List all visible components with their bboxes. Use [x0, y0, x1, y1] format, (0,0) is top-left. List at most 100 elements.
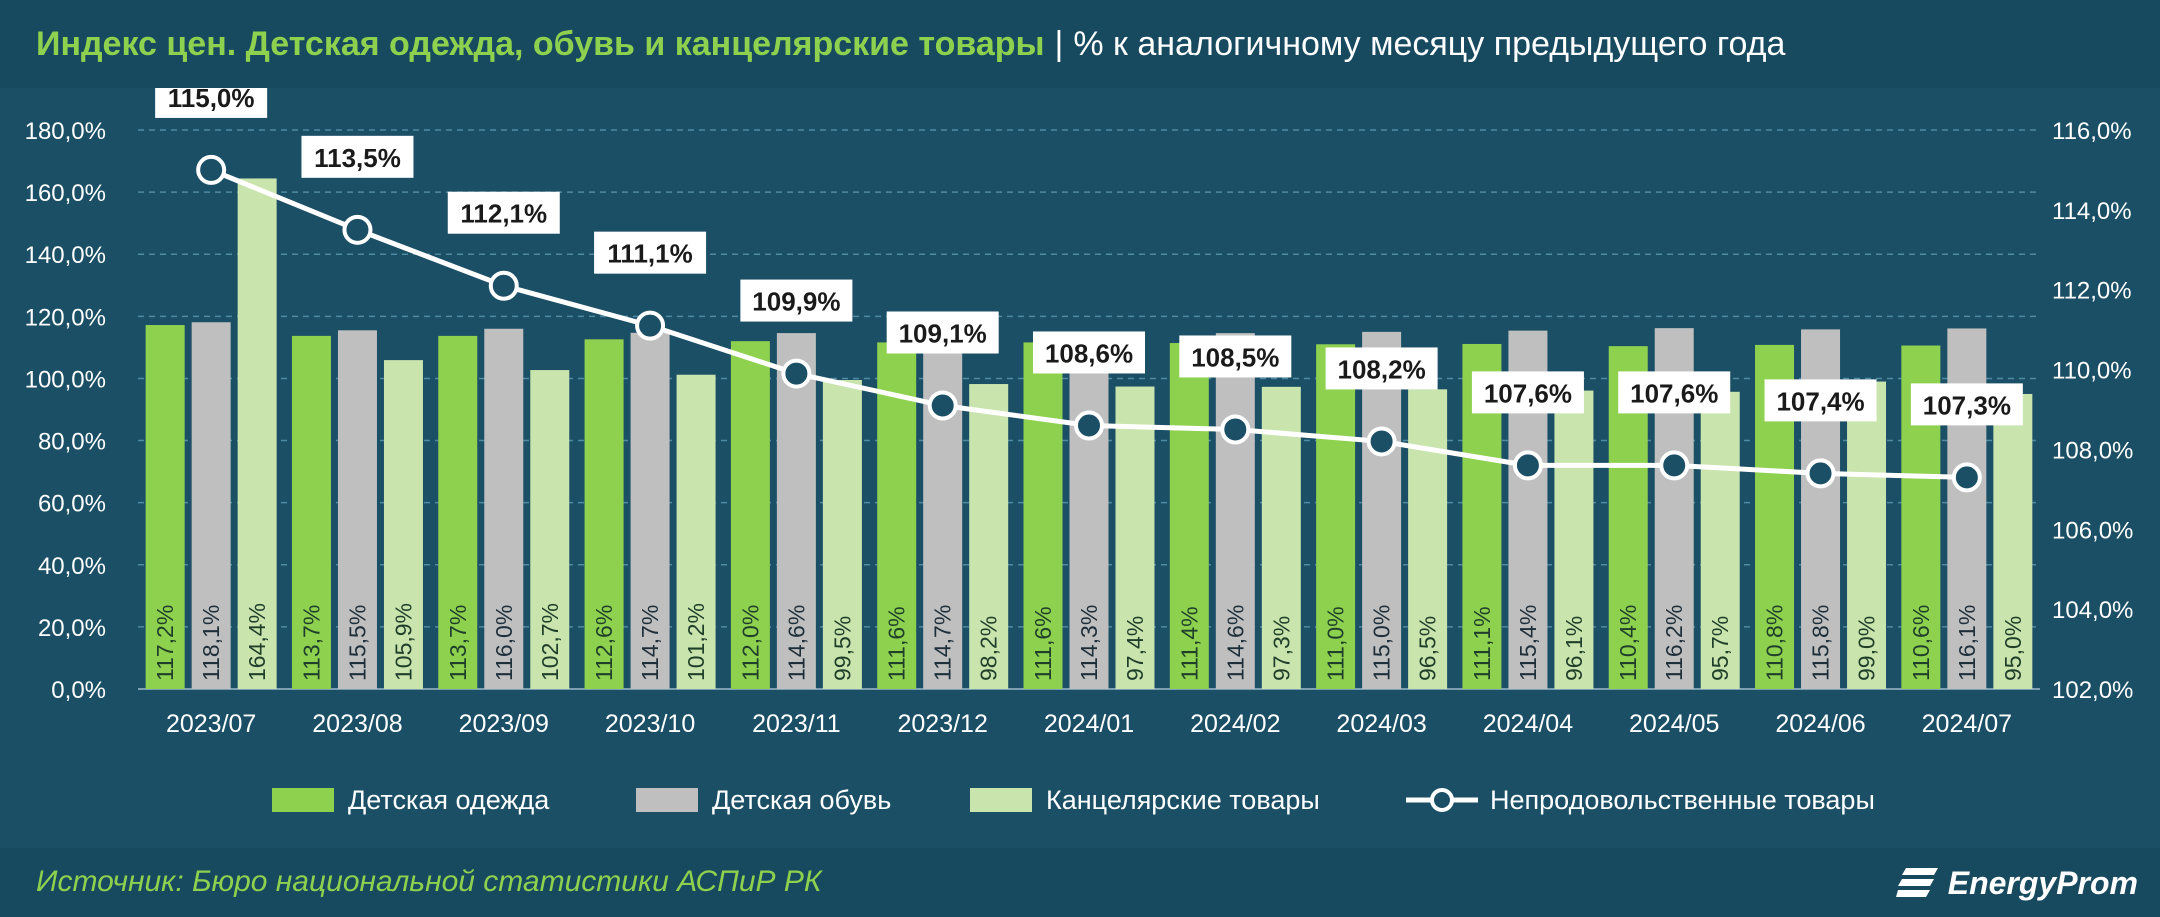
bar-value-label: 96,5%: [1415, 616, 1441, 681]
bar-2: [776, 333, 816, 689]
bar-value-label: 113,7%: [445, 605, 471, 681]
x-tick-label: 2024/03: [1336, 710, 1426, 738]
line-value-label: 115,0%: [168, 88, 255, 113]
bar-value-label: 95,7%: [1707, 616, 1733, 681]
line-label-box: [1910, 383, 2023, 426]
bar-3: [383, 360, 423, 689]
logo-text: EnergyProm: [1947, 864, 2138, 901]
bar-1: [1023, 342, 1063, 689]
line-value-label: 107,6%: [1484, 378, 1572, 408]
line-value-label: 111,1%: [607, 239, 692, 269]
y2-tick-label: 104,0%: [2052, 597, 2133, 624]
x-tick-label: 2024/01: [1044, 710, 1134, 738]
line-point: [1951, 462, 1982, 493]
y-tick-label: 180,0%: [25, 118, 106, 145]
line-point: [1220, 414, 1251, 445]
bar-value-label: 98,2%: [976, 616, 1002, 681]
bar-3: [1261, 386, 1301, 689]
line-value-label: 108,5%: [1191, 342, 1279, 372]
y-tick-label: 160,0%: [25, 180, 106, 207]
legend-line-marker: [1430, 788, 1454, 812]
y-tick-label: 80,0%: [38, 429, 106, 456]
bar-value-label: 114,7%: [637, 605, 663, 681]
line-value-label: 107,3%: [1923, 390, 2011, 420]
bar-value-label: 113,7%: [298, 605, 324, 681]
y-tick-label: 0,0%: [51, 677, 106, 704]
bar-value-label: 114,7%: [930, 605, 956, 681]
bar-2: [1215, 333, 1255, 689]
bar-value-label: 96,1%: [1561, 616, 1587, 681]
line-point: [927, 390, 958, 421]
line-value-label: 109,9%: [752, 287, 840, 317]
x-tick-label: 2023/12: [898, 710, 988, 738]
line-point: [342, 214, 373, 245]
footer: Источник: Бюро национальной статистики А…: [0, 848, 2160, 917]
bar-value-label: 111,0%: [1323, 606, 1349, 681]
bar-2: [630, 332, 670, 689]
line-label-box: [447, 191, 560, 234]
bar-value-label: 110,6%: [1908, 605, 1934, 681]
bar-value-label: 97,3%: [1268, 616, 1294, 681]
bar-value-label: 114,6%: [783, 605, 809, 681]
bar-value-label: 105,9%: [390, 603, 416, 681]
line-label-box: [301, 135, 414, 178]
bar-1: [145, 325, 185, 689]
bar-3: [237, 178, 277, 689]
y-tick-label: 100,0%: [25, 366, 106, 393]
legend-swatch-3: [970, 788, 1032, 812]
line-label-box: [1764, 379, 1877, 422]
line-label-box: [1618, 371, 1731, 414]
y2-tick-label: 110,0%: [2052, 358, 2132, 385]
bar-value-label: 112,0%: [737, 605, 763, 681]
bar-2: [337, 330, 377, 689]
bar-value-label: 110,4%: [1615, 605, 1641, 681]
line-point: [635, 310, 666, 341]
y2-tick-label: 102,0%: [2052, 677, 2133, 704]
bar-2: [1069, 334, 1109, 689]
line-value-label: 108,2%: [1338, 354, 1426, 384]
bar-value-label: 115,4%: [1515, 605, 1541, 681]
bar-value-label: 115,5%: [344, 605, 370, 681]
bar-value-label: 117,2%: [152, 605, 178, 681]
bar-value-label: 101,2%: [683, 603, 709, 681]
bar-value-label: 99,0%: [1854, 616, 1880, 681]
bar-1: [584, 339, 624, 689]
bar-3: [1993, 393, 2033, 689]
bar-1: [730, 341, 770, 689]
bar-3: [1554, 390, 1594, 689]
legend-swatch-1: [272, 788, 334, 812]
line-point: [1366, 426, 1397, 457]
y-tick-label: 20,0%: [38, 615, 106, 642]
bar-1: [291, 335, 331, 689]
legend-label: Непродовольственные товары: [1490, 785, 1875, 815]
bar-3: [969, 384, 1009, 689]
y2-tick-label: 106,0%: [2052, 517, 2133, 544]
title-subtitle: % к аналогичному месяцу предыдущего года: [1073, 25, 1786, 63]
line-label-box: [1471, 371, 1584, 414]
chart-title: Индекс цен. Детская одежда, обувь и канц…: [36, 22, 1785, 66]
bar-2: [191, 322, 231, 689]
x-tick-label: 2023/11: [752, 710, 841, 738]
line-value-label: 112,1%: [460, 199, 547, 229]
x-tick-label: 2024/05: [1629, 710, 1719, 738]
line-value-label: 107,6%: [1630, 378, 1718, 408]
legend-label: Детская обувь: [712, 785, 891, 815]
line-label-box: [1179, 335, 1292, 378]
line-point: [1074, 410, 1104, 441]
y-tick-label: 60,0%: [38, 491, 106, 518]
legend-label: Канцелярские товары: [1046, 785, 1320, 815]
y2-tick-label: 108,0%: [2052, 437, 2133, 464]
x-tick-label: 2023/10: [605, 710, 695, 738]
bar-value-label: 111,1%: [1469, 606, 1495, 681]
bar-value-label: 112,6%: [591, 605, 617, 681]
title-main: Индекс цен. Детская одежда, обувь и канц…: [36, 25, 1045, 63]
line-value-label: 108,6%: [1045, 338, 1133, 368]
bar-value-label: 116,1%: [1954, 605, 1980, 681]
bar-3: [530, 370, 570, 689]
logo-icon: [1895, 868, 1938, 897]
bar-value-label: 115,0%: [1369, 605, 1395, 681]
y-tick-label: 40,0%: [38, 553, 106, 580]
bar-3: [822, 379, 862, 689]
energyprom-logo: EnergyProm: [1895, 860, 2138, 906]
